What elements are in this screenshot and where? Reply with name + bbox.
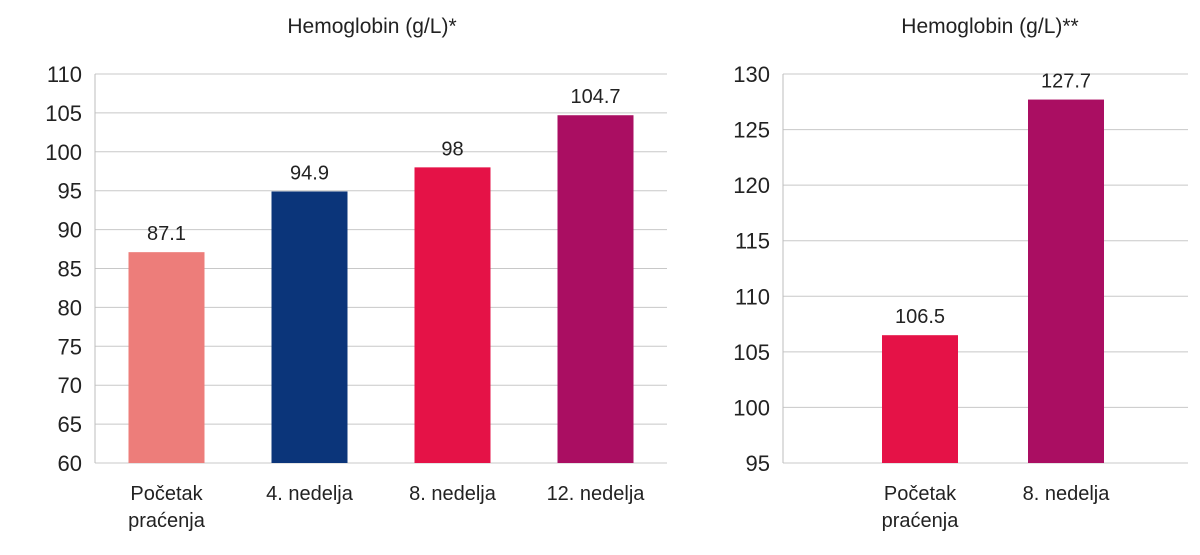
y-tick-label: 65 <box>58 412 82 437</box>
x-tick-label: Početak <box>130 483 203 505</box>
y-tick-label: 110 <box>735 284 770 309</box>
data-label: 127.7 <box>1041 71 1091 93</box>
y-tick-label: 60 <box>58 451 82 476</box>
y-tick-label: 70 <box>58 373 82 398</box>
x-tick-label: 12. nedelja <box>547 483 646 505</box>
y-tick-label: 85 <box>58 257 82 282</box>
y-tick-label: 120 <box>733 173 770 198</box>
data-label: 98 <box>441 138 463 160</box>
chart-title: Hemoglobin (g/L)* <box>287 15 456 38</box>
y-tick-label: 80 <box>58 295 82 320</box>
x-tick-label: praćenja <box>128 510 206 532</box>
bar <box>128 252 205 463</box>
bar <box>882 335 958 463</box>
y-tick-label: 110 <box>47 62 82 87</box>
y-tick-label: 105 <box>733 340 770 365</box>
x-tick-label: praćenja <box>882 510 960 532</box>
y-tick-label: 125 <box>733 118 770 143</box>
y-tick-label: 105 <box>45 101 82 126</box>
data-label: 94.9 <box>290 162 329 184</box>
bar <box>557 115 634 463</box>
chart-title: Hemoglobin (g/L)** <box>901 15 1078 38</box>
y-tick-label: 100 <box>45 140 82 165</box>
data-label: 87.1 <box>147 223 186 245</box>
bar <box>1028 99 1104 463</box>
y-tick-label: 95 <box>58 179 82 204</box>
chart-right: Hemoglobin (g/L)** 95 100 105 110 115 120 125 13… <box>733 15 1188 532</box>
chart-left: Hemoglobin (g/L)* 60 65 70 75 80 85 90 95 100 105 1… <box>45 15 667 532</box>
y-tick-label: 75 <box>58 334 82 359</box>
x-tick-label: 4. nedelja <box>266 483 354 505</box>
y-tick-label: 90 <box>58 218 82 243</box>
bar <box>414 167 491 464</box>
y-tick-label: 100 <box>733 395 770 420</box>
y-tick-label: 115 <box>735 229 770 254</box>
x-tick-label: 8. nedelja <box>1023 483 1111 505</box>
bar <box>271 191 348 463</box>
data-label: 104.7 <box>570 86 620 108</box>
x-tick-label: 8. nedelja <box>409 483 497 505</box>
data-label: 106.5 <box>895 306 945 328</box>
y-tick-label: 130 <box>733 62 770 87</box>
y-tick-label: 95 <box>746 451 770 476</box>
x-tick-label: Početak <box>884 483 957 505</box>
